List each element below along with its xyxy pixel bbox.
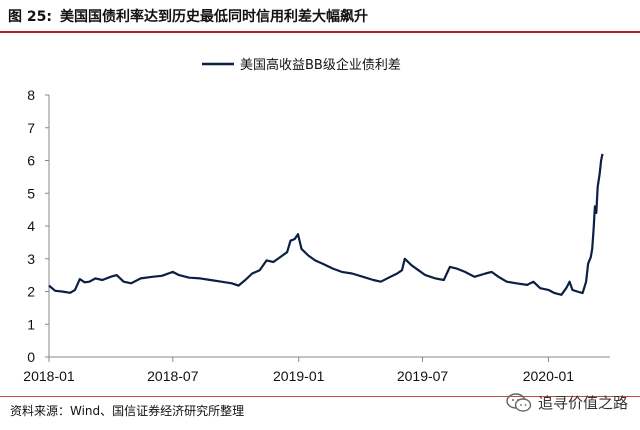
header-divider	[0, 31, 640, 33]
figure-label: 图 25:	[8, 8, 52, 25]
x-tick-label: 2018-01	[23, 368, 75, 384]
x-tick-label: 2019-07	[397, 368, 449, 384]
x-tick-label: 2020-01	[523, 368, 575, 384]
y-tick-label: 0	[27, 349, 35, 365]
chart-series	[48, 153, 604, 296]
y-tick-label: 2	[27, 284, 35, 300]
watermark: 追寻价值之路	[506, 392, 628, 413]
y-tick-label: 1	[27, 316, 35, 332]
y-axis-ticks: 0 1 2 3 4 5 6 7 8	[27, 87, 49, 365]
x-tick-label: 2018-07	[147, 368, 199, 384]
wechat-icon	[506, 392, 532, 412]
y-tick-label: 4	[27, 218, 35, 234]
footer-divider	[0, 396, 640, 397]
y-tick-label: 6	[27, 153, 35, 169]
y-tick-label: 3	[27, 251, 35, 267]
x-axis-ticks: 2018-01 2018-07 2019-01 2019-07 2020-01	[23, 357, 574, 384]
series-line	[48, 153, 604, 296]
watermark-text: 追寻价值之路	[537, 394, 628, 412]
legend-label: 美国高收益BB级企业债利差	[240, 57, 401, 73]
figure-header: 图 25: 美国国债利率达到历史最低同时信用利差大幅飙升	[0, 0, 640, 31]
y-tick-label: 7	[27, 120, 35, 136]
figure-title: 美国国债利率达到历史最低同时信用利差大幅飙升	[59, 8, 368, 25]
y-tick-label: 8	[27, 87, 35, 103]
chart-legend: 美国高收益BB级企业债利差	[202, 57, 401, 73]
chart-axes	[48, 95, 610, 358]
x-tick-label: 2019-01	[273, 368, 325, 384]
y-tick-label: 5	[27, 185, 35, 201]
source-note: 资料来源：Wind、国信证券经济研究所整理	[10, 404, 245, 418]
